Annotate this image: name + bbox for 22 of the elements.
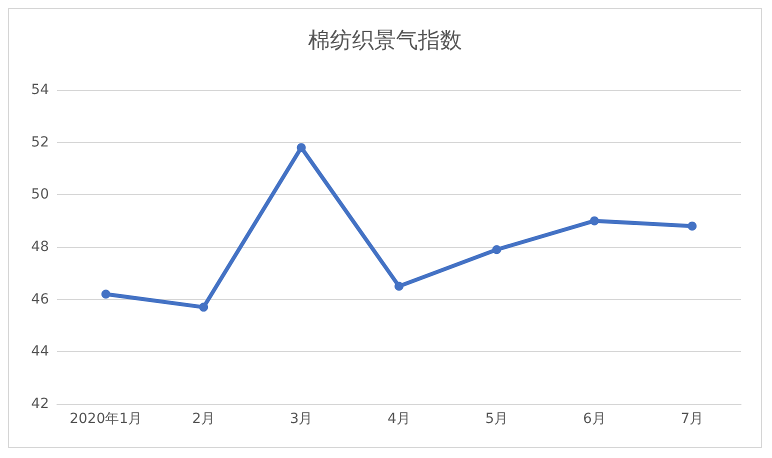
point	[492, 245, 502, 254]
point	[296, 143, 306, 152]
x-tick-label: 7月	[680, 411, 704, 427]
point	[590, 216, 599, 226]
point	[394, 282, 404, 291]
x-tick-label: 2月	[192, 411, 216, 427]
y-tick-label: 54	[31, 82, 50, 98]
y-tick-label: 48	[31, 239, 49, 255]
x-tick-label: 3月	[290, 411, 313, 427]
point	[688, 222, 697, 231]
y-tick-label: 52	[31, 134, 49, 150]
x-tick-label: 2020年1月	[70, 411, 142, 427]
point	[101, 290, 110, 299]
chart-title: 棉纺织景气指数	[308, 28, 462, 54]
y-tick-label: 46	[31, 291, 50, 308]
y-tick-label: 42	[31, 396, 49, 412]
x-tick-label: 5月	[485, 411, 508, 427]
x-tick-label: 6月	[582, 411, 606, 427]
y-tick-label: 44	[31, 344, 50, 360]
x-tick-label: 4月	[388, 411, 410, 427]
y-tick-label: 50	[31, 186, 49, 203]
point	[199, 302, 208, 312]
